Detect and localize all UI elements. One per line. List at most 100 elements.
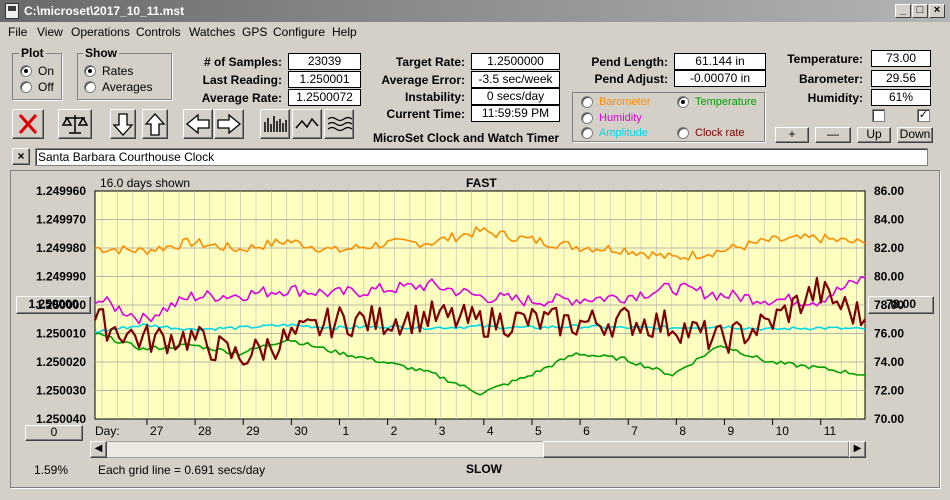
- x-tick-label: 9: [727, 424, 734, 438]
- down-button[interactable]: Down: [897, 127, 933, 143]
- red-x-icon: [18, 114, 38, 134]
- x-tick-label: 28: [198, 424, 212, 438]
- average-error-label: Average Error:: [381, 73, 465, 87]
- y-left-tick-label: 1.250020: [36, 355, 86, 369]
- days-shown-label: 16.0 days shown: [100, 176, 191, 190]
- series-temperature-radio[interactable]: [677, 96, 689, 108]
- clear-button[interactable]: [12, 109, 44, 139]
- show-rates-radio[interactable]: [84, 65, 96, 77]
- checkbox-right[interactable]: ✓: [917, 109, 930, 122]
- x-tick-label: 5: [535, 424, 542, 438]
- y-right-tick-label: 78.00: [874, 298, 904, 312]
- line-graph-icon: [295, 117, 319, 129]
- right-center-value-button[interactable]: 78.00: [868, 296, 934, 314]
- y-right-tick-label: 84.00: [874, 213, 904, 227]
- x-tick-label: 1: [342, 424, 349, 438]
- menu-watches[interactable]: Watches: [189, 25, 236, 39]
- checkbox-left[interactable]: [872, 109, 885, 122]
- day-axis-label: Day:: [95, 424, 120, 438]
- plot-on-radio[interactable]: [20, 65, 32, 77]
- up-button[interactable]: Up: [857, 127, 891, 143]
- up-arrow-button[interactable]: [142, 109, 168, 139]
- up-arrow-icon: [144, 113, 166, 136]
- temperature-label: Temperature:: [787, 52, 863, 66]
- balance-button[interactable]: [58, 109, 92, 139]
- maximize-button[interactable]: □: [912, 4, 928, 18]
- target-rate-value: 1.2500000: [471, 53, 560, 70]
- line-graph-button[interactable]: [292, 109, 322, 139]
- title-bar[interactable]: C:\microset\2017_10_11.mst _ □ ×: [0, 0, 950, 22]
- scroll-left-button[interactable]: ◀: [90, 441, 107, 458]
- menu-view[interactable]: View: [37, 25, 63, 39]
- series-line-humidity: [94, 275, 866, 325]
- left-center-value-button[interactable]: 1.250000: [16, 296, 91, 314]
- wave-button[interactable]: [324, 109, 354, 139]
- menu-help[interactable]: Help: [332, 25, 357, 39]
- target-rate-label: Target Rate:: [395, 55, 465, 69]
- pend-adjust-label: Pend Adjust:: [594, 72, 668, 86]
- scroll-right-button[interactable]: ▶: [849, 441, 866, 458]
- x-tick-label: 10: [776, 424, 790, 438]
- menu-file[interactable]: File: [8, 25, 28, 39]
- y-left-tick-label: 1.249960: [36, 184, 86, 198]
- current-time-label: Current Time:: [386, 107, 465, 121]
- right-arrow-button[interactable]: [214, 109, 244, 139]
- y-left-tick-label: 1.250030: [36, 384, 86, 398]
- left-bottom-value-button[interactable]: 0: [25, 425, 83, 441]
- menu-controls[interactable]: Controls: [136, 25, 181, 39]
- series-clock-rate-radio[interactable]: [677, 127, 689, 139]
- x-tick-label: 29: [246, 424, 260, 438]
- histogram-button[interactable]: [260, 109, 290, 139]
- x-tick-label: 27: [150, 424, 164, 438]
- current-time-value: 11:59:59 PM: [471, 105, 560, 122]
- series-clock-rate-label: Clock rate: [695, 127, 745, 139]
- down-arrow-button[interactable]: [110, 109, 136, 139]
- menu-gps[interactable]: GPS: [242, 25, 268, 39]
- bar-histogram-icon: [264, 116, 287, 132]
- clear-description-button[interactable]: ×: [12, 148, 30, 165]
- minus-button[interactable]: —: [815, 127, 851, 143]
- menu-bar: File View Operations Controls Watches GP…: [0, 22, 950, 42]
- series-temperature-label: Temperature: [695, 96, 757, 108]
- plot-group-title: Plot: [19, 46, 46, 60]
- description-field[interactable]: [35, 148, 928, 166]
- menu-operations[interactable]: Operations: [71, 25, 130, 39]
- y-left-tick-label: 1.249980: [36, 241, 86, 255]
- last-reading-label: Last Reading:: [202, 73, 282, 87]
- menu-configure[interactable]: Configure: [273, 25, 326, 39]
- pend-adjust-value: -0.00070 in: [674, 70, 766, 87]
- y-right-tick-label: 82.00: [874, 241, 904, 255]
- app-icon: [5, 3, 19, 19]
- percent-label: 1.59%: [34, 463, 69, 477]
- series-barometer-radio[interactable]: [581, 96, 593, 108]
- show-averages-radio[interactable]: [84, 81, 96, 93]
- x-tick-label: 3: [439, 424, 446, 438]
- humidity-label: Humidity:: [807, 91, 863, 105]
- plot-off-radio[interactable]: [20, 81, 32, 93]
- plot-panel: [10, 170, 940, 488]
- plot-off-label: Off: [38, 80, 54, 94]
- plus-button[interactable]: +: [775, 127, 809, 143]
- app-caption: MicroSet Clock and Watch Timer: [373, 131, 560, 145]
- x-tick-label: 6: [583, 424, 590, 438]
- humidity-value: 61%: [871, 89, 931, 106]
- minimize-button[interactable]: _: [895, 4, 911, 18]
- fast-label: FAST: [466, 176, 497, 190]
- close-window-button[interactable]: ×: [929, 4, 945, 18]
- y-right-tick-label: 80.00: [874, 270, 904, 284]
- x-tick-label: 2: [391, 424, 398, 438]
- left-arrow-button[interactable]: [183, 109, 213, 139]
- y-left-tick-label: 1.250000: [36, 298, 86, 312]
- y-left-tick-label: 1.249970: [36, 213, 86, 227]
- series-amplitude-radio[interactable]: [581, 127, 593, 139]
- series-humidity-radio[interactable]: [581, 112, 593, 124]
- show-group: [77, 53, 172, 100]
- window-title: C:\microset\2017_10_11.mst: [24, 4, 185, 18]
- series-line-amplitude: [94, 323, 866, 334]
- y-right-tick-label: 70.00: [874, 412, 904, 426]
- multi-wave-icon: [327, 116, 353, 132]
- x-tick-label: 8: [679, 424, 686, 438]
- instability-value: 0 secs/day: [471, 88, 560, 105]
- series-humidity-label: Humidity: [599, 112, 642, 124]
